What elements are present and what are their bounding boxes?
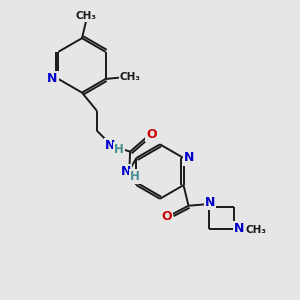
Text: O: O (146, 128, 157, 141)
Text: H: H (114, 143, 124, 156)
Text: O: O (162, 209, 172, 223)
Text: N: N (47, 73, 58, 85)
Text: N: N (184, 152, 195, 164)
Text: N: N (234, 223, 244, 236)
Text: CH₃: CH₃ (76, 11, 97, 21)
Text: CH₃: CH₃ (246, 225, 267, 235)
Text: N: N (121, 165, 131, 178)
Text: N: N (105, 139, 116, 152)
Text: H: H (130, 170, 140, 183)
Text: N: N (205, 196, 215, 209)
Text: CH₃: CH₃ (120, 72, 141, 82)
